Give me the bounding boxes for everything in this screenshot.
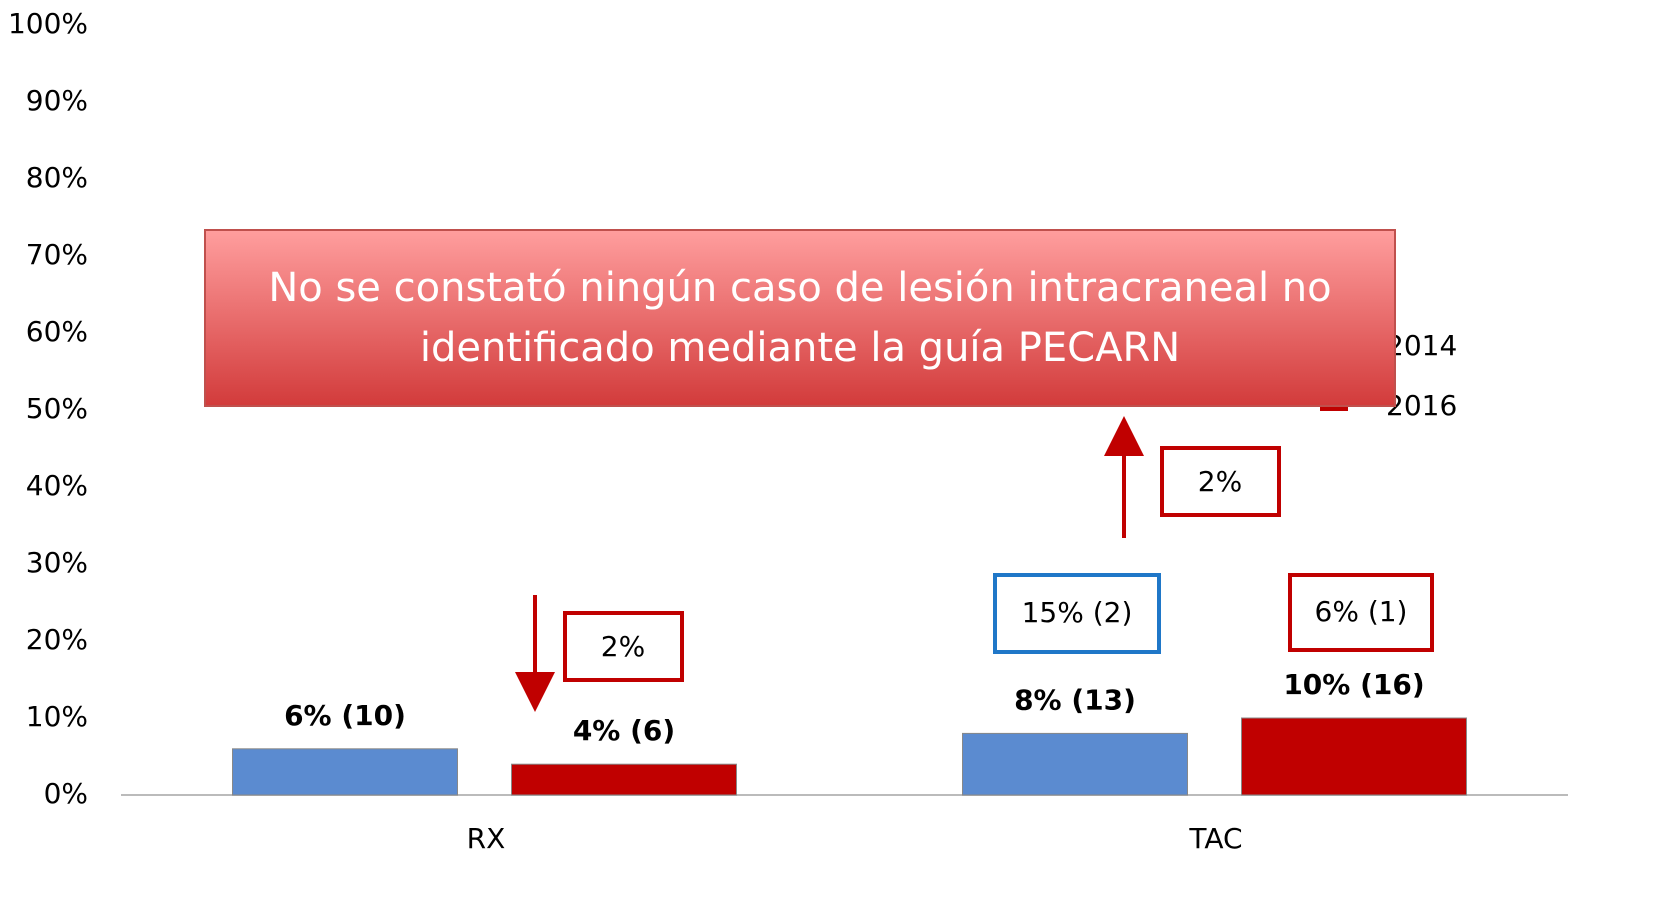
annotation-box [1288, 573, 1434, 652]
legend-label: 2016 [1386, 389, 1457, 422]
banner [204, 229, 1396, 407]
annotation: 2% [1198, 465, 1242, 498]
annotations: No se constató ningún caso de lesión int… [204, 229, 1434, 712]
annotation-box [563, 611, 684, 682]
y-tick-label: 0% [44, 777, 88, 810]
y-tick-label: 10% [26, 700, 88, 733]
y-tick-label: 90% [26, 84, 88, 117]
annotation: 6% (1) [1315, 595, 1408, 628]
annotation-box [1160, 446, 1281, 517]
value-label: 10% (16) [1283, 668, 1424, 701]
x-tick-label: RX [467, 822, 506, 855]
value-label: 8% (13) [1014, 683, 1136, 716]
legend-label: 2014 [1386, 329, 1457, 362]
banner-text: identificado mediante la guía PECARN [420, 325, 1180, 371]
annotation-box [993, 573, 1161, 654]
y-tick-label: 80% [26, 161, 88, 194]
y-tick-label: 30% [26, 546, 88, 579]
y-tick-label: 50% [26, 392, 88, 425]
x-tick-label: TAC [1188, 822, 1242, 855]
banner-text: No se constató ningún caso de lesión int… [268, 265, 1331, 311]
bar [1241, 717, 1467, 796]
y-tick-label: 100% [8, 7, 88, 40]
y-tick-label: 20% [26, 623, 88, 656]
value-label: 6% (10) [284, 699, 406, 732]
y-tick-label: 60% [26, 315, 88, 348]
bar [962, 732, 1188, 796]
bar [511, 763, 737, 796]
annotation: 2% [601, 630, 645, 663]
annotation: 15% (2) [1022, 596, 1133, 629]
y-tick-label: 40% [26, 469, 88, 502]
value-label: 4% (6) [573, 714, 675, 747]
y-tick-label: 70% [26, 238, 88, 271]
bar [232, 748, 458, 796]
